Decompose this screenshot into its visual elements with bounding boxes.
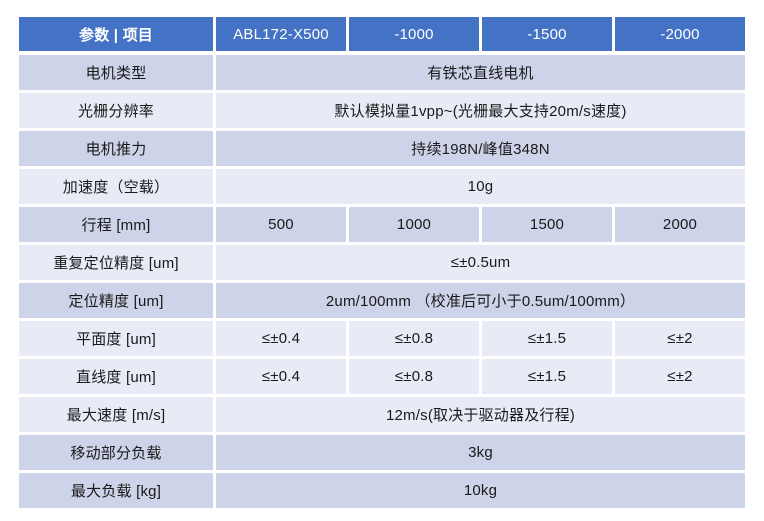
table-cell-merged: 有铁芯直线电机 bbox=[216, 55, 745, 90]
table-cell: ≤±0.8 bbox=[349, 321, 479, 356]
table-row: 移动部分负载 3kg bbox=[19, 435, 745, 470]
table-cell: ≤±1.5 bbox=[482, 359, 612, 394]
table-cell: ≤±0.4 bbox=[216, 359, 346, 394]
table-cell-merged: 3kg bbox=[216, 435, 745, 470]
header-cell-params: 参数 | 项目 bbox=[19, 17, 213, 51]
table-cell-merged: 默认模拟量1vpp~(光栅最大支持20m/s速度) bbox=[216, 93, 745, 128]
table-cell: ≤±2 bbox=[615, 321, 745, 356]
header-cell-model: -1000 bbox=[349, 17, 479, 51]
row-label: 行程 [mm] bbox=[19, 207, 213, 242]
table-cell: ≤±0.4 bbox=[216, 321, 346, 356]
row-label: 直线度 [um] bbox=[19, 359, 213, 394]
header-cell-model: -1500 bbox=[482, 17, 612, 51]
table-cell: ≤±0.8 bbox=[349, 359, 479, 394]
row-label: 电机类型 bbox=[19, 55, 213, 90]
row-label: 平面度 [um] bbox=[19, 321, 213, 356]
table-row: 加速度（空载） 10g bbox=[19, 169, 745, 204]
table-row: 电机推力 持续198N/峰值348N bbox=[19, 131, 745, 166]
header-cell-model: ABL172-X500 bbox=[216, 17, 346, 51]
table-cell-merged: 持续198N/峰值348N bbox=[216, 131, 745, 166]
table-cell: 500 bbox=[216, 207, 346, 242]
table-cell-merged: 10kg bbox=[216, 473, 745, 508]
row-label: 最大速度 [m/s] bbox=[19, 397, 213, 432]
row-label: 电机推力 bbox=[19, 131, 213, 166]
table-cell: 1500 bbox=[482, 207, 612, 242]
table-cell-merged: 12m/s(取决于驱动器及行程) bbox=[216, 397, 745, 432]
table-row: 直线度 [um] ≤±0.4 ≤±0.8 ≤±1.5 ≤±2 bbox=[19, 359, 745, 394]
row-label: 移动部分负载 bbox=[19, 435, 213, 470]
table-row: 定位精度 [um] 2um/100mm （校准后可小于0.5um/100mm） bbox=[19, 283, 745, 318]
row-label: 定位精度 [um] bbox=[19, 283, 213, 318]
table-cell: ≤±2 bbox=[615, 359, 745, 394]
row-label: 加速度（空载） bbox=[19, 169, 213, 204]
table-row: 重复定位精度 [um] ≤±0.5um bbox=[19, 245, 745, 280]
table-cell: 1000 bbox=[349, 207, 479, 242]
table-row: 行程 [mm] 500 1000 1500 2000 bbox=[19, 207, 745, 242]
table-cell: ≤±1.5 bbox=[482, 321, 612, 356]
table-cell-merged: 10g bbox=[216, 169, 745, 204]
row-label: 光栅分辨率 bbox=[19, 93, 213, 128]
table-row: 电机类型 有铁芯直线电机 bbox=[19, 55, 745, 90]
table-row: 光栅分辨率 默认模拟量1vpp~(光栅最大支持20m/s速度) bbox=[19, 93, 745, 128]
table-row: 最大负载 [kg] 10kg bbox=[19, 473, 745, 508]
table-cell: 2000 bbox=[615, 207, 745, 242]
table-row: 最大速度 [m/s] 12m/s(取决于驱动器及行程) bbox=[19, 397, 745, 432]
row-label: 重复定位精度 [um] bbox=[19, 245, 213, 280]
table-cell-merged: 2um/100mm （校准后可小于0.5um/100mm） bbox=[216, 283, 745, 318]
table-row: 平面度 [um] ≤±0.4 ≤±0.8 ≤±1.5 ≤±2 bbox=[19, 321, 745, 356]
table-header-row: 参数 | 项目 ABL172-X500 -1000 -1500 -2000 bbox=[19, 17, 745, 51]
table-cell-merged: ≤±0.5um bbox=[216, 245, 745, 280]
row-label: 最大负载 [kg] bbox=[19, 473, 213, 508]
header-cell-model: -2000 bbox=[615, 17, 745, 51]
spec-table: 参数 | 项目 ABL172-X500 -1000 -1500 -2000 电机类型 有铁芯… bbox=[19, 17, 745, 508]
